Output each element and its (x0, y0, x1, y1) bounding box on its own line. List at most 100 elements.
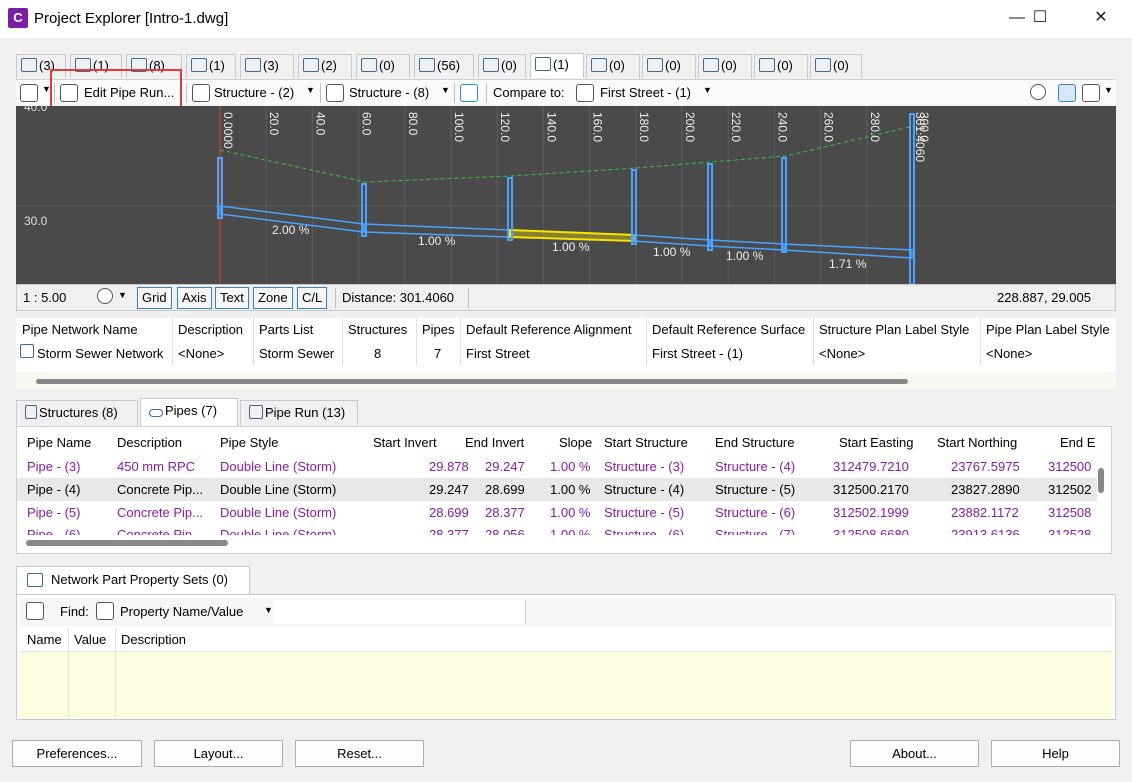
tab-pipes[interactable]: Pipes (7) (140, 398, 238, 426)
column-header[interactable]: Pipe Network Name (22, 322, 138, 337)
tab-property-sets[interactable]: Network Part Property Sets (0) (16, 566, 250, 594)
column-header[interactable]: Pipe Name (27, 435, 92, 450)
edit-property-icon[interactable] (26, 602, 44, 620)
zoom-icon[interactable] (97, 288, 113, 304)
status-separator (468, 288, 469, 308)
axis-toggle[interactable]: Axis (177, 287, 212, 309)
column-header[interactable]: Value (74, 632, 107, 647)
minimize-button[interactable]: — (1009, 9, 1025, 26)
tab-corridors[interactable]: (1) (186, 54, 236, 78)
find-input[interactable] (274, 600, 526, 624)
preferences-button[interactable]: Preferences... (12, 740, 142, 767)
table-row[interactable]: Pipe - (5) Concrete Pip... Double Line (… (17, 501, 1097, 524)
tab-assemblies[interactable]: (3) (240, 54, 294, 78)
scroll-thumb[interactable] (36, 379, 908, 384)
structure-3 (507, 177, 513, 241)
column-header[interactable]: Parts List (259, 322, 314, 337)
table-row-selected[interactable]: Pipe - (4) Concrete Pip... Double Line (… (17, 478, 1097, 501)
column-header[interactable]: End Structure (715, 435, 795, 450)
column-header[interactable]: Pipes (422, 322, 455, 337)
profile-status-bar: 1 : 5.00 ▼ Grid Axis Text Zone C/L Dista… (16, 284, 1116, 311)
column-header[interactable]: Pipe Style (220, 435, 279, 450)
edit-pipe-run-button[interactable]: Edit Pipe Run... (84, 85, 175, 100)
table-row[interactable]: Pipe - (3) 450 mm RPC Double Line (Storm… (17, 455, 1097, 478)
tab-count: (0) (665, 58, 681, 73)
column-header[interactable]: Description (121, 632, 187, 647)
network-table-hscroll[interactable] (16, 372, 1116, 390)
text-toggle[interactable]: Text (215, 287, 249, 309)
pipes-table-hscroll-thumb[interactable] (26, 540, 228, 546)
search-icon[interactable] (1030, 84, 1046, 100)
tab-structures[interactable]: Structures (8) (16, 400, 138, 425)
close-button[interactable]: ✕ (1094, 9, 1108, 26)
start-structure-dropdown[interactable]: Structure - (2) (214, 85, 295, 100)
start-invert-cell: 29.878 (429, 459, 469, 474)
station-label: 220.0 (729, 112, 743, 142)
compare-to-dropdown[interactable]: First Street - (1) (600, 85, 692, 100)
new-part-icon[interactable] (20, 84, 38, 102)
property-set-icon (27, 573, 43, 587)
tab-data-shortcuts[interactable]: (0) (754, 54, 808, 78)
tab-pipe-run[interactable]: Pipe Run (13) (240, 400, 358, 425)
structure-label-style-cell[interactable]: <None> (819, 346, 866, 361)
detail-view-icon[interactable] (1082, 84, 1100, 102)
unlock-icon[interactable] (460, 84, 478, 102)
column-header[interactable]: Name (27, 632, 62, 647)
tab-sections[interactable]: (0) (478, 54, 526, 78)
style-cell: Double Line (Storm) (220, 505, 337, 520)
column-header[interactable]: Structures (348, 322, 408, 337)
column-header[interactable]: Default Reference Alignment (466, 322, 632, 337)
column-header[interactable]: End E (1060, 435, 1096, 450)
tab-parcels[interactable]: (0) (642, 54, 696, 78)
network-name-cell[interactable]: Storm Sewer Network (37, 346, 164, 361)
column-header[interactable]: Start Invert (373, 435, 437, 450)
column-header[interactable]: Start Easting (839, 435, 914, 450)
column-header[interactable]: Pipe Plan Label Style (986, 322, 1110, 337)
centerline-toggle[interactable]: C/L (297, 287, 328, 309)
tab-surfaces[interactable]: (2) (298, 54, 352, 78)
slope-label: 1.00 % (552, 240, 590, 254)
list-view-icon[interactable] (1058, 84, 1076, 102)
alignment-cell[interactable]: First Street (466, 346, 530, 361)
profile-preview[interactable]: 0.0000 20.0 40.0 60.0 80.0 100.0 120.0 140.0 160… (16, 106, 1116, 284)
tab-sample-lines[interactable]: (56) (414, 54, 474, 78)
zone-toggle[interactable]: Zone (253, 287, 293, 309)
tab-feature-lines[interactable]: (0) (356, 54, 410, 78)
grid-toggle[interactable]: Grid (137, 287, 172, 309)
reset-button[interactable]: Reset... (295, 740, 424, 767)
surface-cell[interactable]: First Street - (1) (652, 346, 744, 361)
start-easting-cell: 312500.2170 (833, 482, 909, 497)
find-field-dropdown[interactable]: Property Name/Value (120, 604, 244, 619)
pipe-network-icon (20, 344, 34, 358)
end-structure-dropdown[interactable]: Structure - (8) (349, 85, 430, 100)
toolbar-separator (454, 83, 455, 103)
help-button[interactable]: Help (991, 740, 1120, 767)
about-button[interactable]: About... (850, 740, 979, 767)
column-header[interactable]: Default Reference Surface (652, 322, 806, 337)
maximize-button[interactable]: ☐ (1032, 9, 1048, 26)
table-row[interactable]: Pipe - (6) Concrete Pip... Double Line (… (17, 523, 1097, 535)
tab-catchments[interactable]: (0) (810, 54, 862, 78)
parts-list-cell[interactable]: Storm Sewer (259, 346, 335, 361)
station-label: 20.0 (267, 112, 281, 136)
column-header[interactable]: End Invert (465, 435, 525, 450)
layout-button[interactable]: Layout... (154, 740, 283, 767)
column-header[interactable]: Description (178, 322, 244, 337)
column-header[interactable]: Start Northing (937, 435, 1018, 450)
structure-4 (631, 169, 637, 245)
pipe-label-style-cell[interactable]: <None> (986, 346, 1033, 361)
column-header[interactable]: Start Structure (604, 435, 688, 450)
column-header[interactable]: Description (117, 435, 183, 450)
description-cell[interactable]: <None> (178, 346, 225, 361)
tab-profile-views[interactable]: (8) (126, 54, 182, 78)
column-header[interactable]: Structure Plan Label Style (819, 322, 970, 337)
tab-pipe-networks[interactable]: (1) (530, 53, 584, 78)
pipes-table-vscroll-thumb[interactable] (1098, 468, 1104, 493)
title-bar: C Project Explorer [Intro-1.dwg] — ☐ ✕ (0, 0, 1132, 38)
tab-points[interactable]: (0) (698, 54, 752, 78)
property-header-row (20, 628, 1112, 652)
tab-count: (0) (379, 58, 395, 73)
column-header[interactable]: Slope (559, 435, 593, 450)
tab-pressure-networks[interactable]: (0) (586, 54, 640, 78)
tab-profiles[interactable]: (1) (70, 54, 122, 78)
